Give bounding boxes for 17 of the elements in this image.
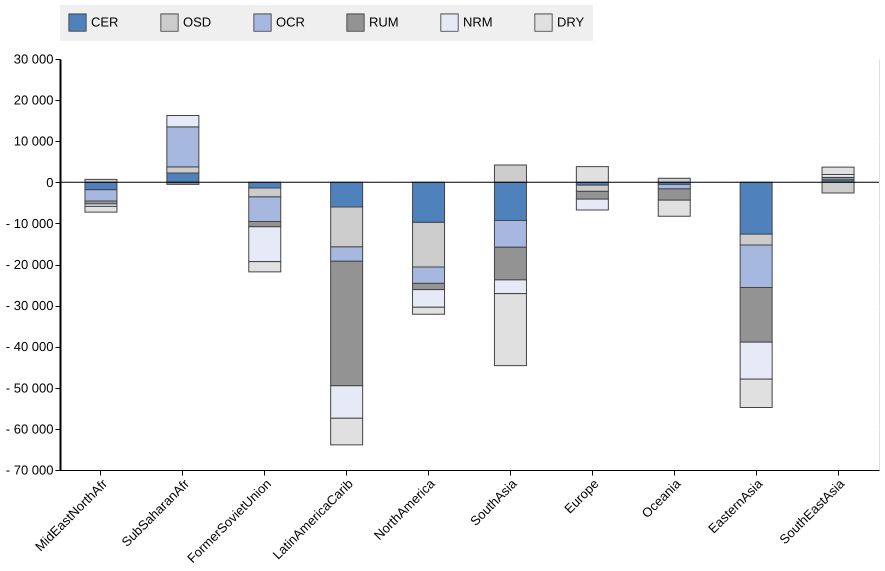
- y-tick-label: 0: [46, 174, 54, 190]
- legend-label: OSD: [183, 14, 212, 30]
- y-tick-label: - 40 000: [6, 339, 54, 354]
- y-tick-label: - 10 000: [6, 216, 54, 231]
- legend-label: NRM: [463, 14, 493, 30]
- legend-label: OCR: [276, 14, 305, 30]
- y-tick-label: 20 000: [14, 92, 54, 108]
- y-tick-label: - 70 000: [6, 462, 54, 478]
- legend-label: CER: [91, 14, 118, 30]
- y-tick-label: - 50 000: [6, 380, 54, 396]
- y-tick-label: - 60 000: [6, 421, 54, 436]
- legend-label: RUM: [369, 14, 399, 30]
- legend-label: DRY: [557, 14, 585, 30]
- y-tick-label: 30 000: [14, 52, 54, 66]
- y-tick-label: - 20 000: [6, 257, 54, 272]
- y-tick-label: 10 000: [14, 134, 54, 149]
- y-tick-label: - 30 000: [6, 298, 54, 314]
